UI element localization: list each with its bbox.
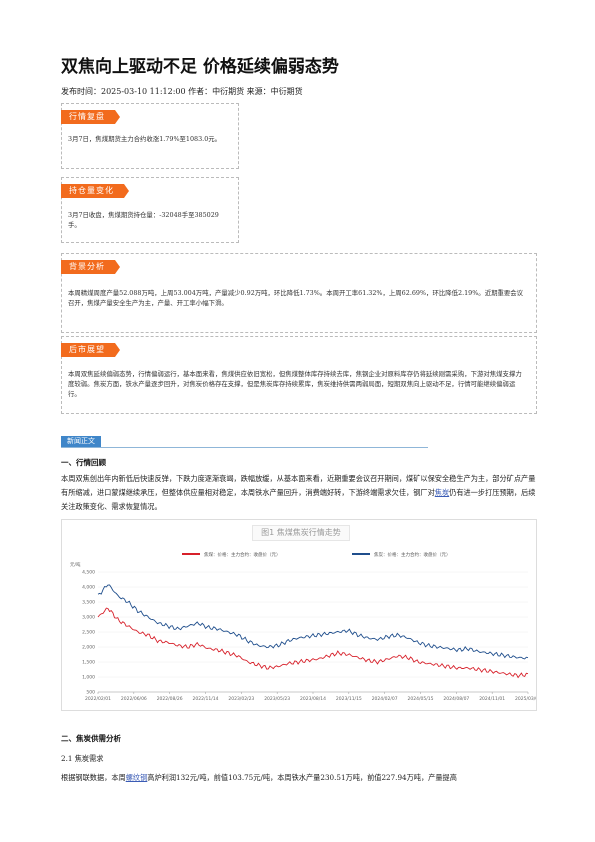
y-tick-label: 3,500 xyxy=(82,600,95,606)
box-tag: 持仓量变化 xyxy=(61,184,129,198)
y-tick-label: 2,500 xyxy=(82,630,95,636)
y-tick-label: 1,500 xyxy=(82,660,95,666)
y-tick-label: 4,500 xyxy=(82,570,95,576)
paragraph-text: 根据钢联数据，本周 xyxy=(61,773,126,782)
subheading-coke-demand: 2.1 焦炭需求 xyxy=(61,754,104,763)
x-tick-label: 2024/05/15 xyxy=(408,696,434,702)
series-line-coke xyxy=(97,584,529,660)
y-tick-label: 3,000 xyxy=(82,615,95,621)
y-axis-unit: 元/吨 xyxy=(70,561,81,568)
box-text: 本周精煤周度产量52.088万吨，上周53.004万吨，产量减少0.92万吨，环… xyxy=(68,289,524,307)
summary-box-position-change: 持仓量变化 3月7日收盘，焦煤期货持仓量：-32048手至385029手。 xyxy=(61,177,239,243)
summary-box-market-review: 行情复盘 3月7日，焦煤期货主力合约收涨1.79%至1083.0元。 xyxy=(61,103,239,169)
x-tick-label: 2023/11/15 xyxy=(336,696,362,702)
paragraph-text: 本周双焦创出年内新低后快速反弹，下跌力度逐渐衰竭，跌幅放缓，从基本面来看，近期重… xyxy=(61,474,536,497)
x-tick-label: 2022/06/06 xyxy=(121,696,147,702)
article-meta: 发布时间：2025-03-10 11:12:00 作者：中衍期货 来源：中衍期货 xyxy=(61,87,303,96)
price-chart: 图1 焦煤焦炭行情走势 焦煤：价格：主力合约：收盘价（元） 焦炭：价格：主力合约：… xyxy=(61,519,537,711)
box-tag: 背景分析 xyxy=(61,260,120,274)
rebar-link[interactable]: 螺纹钢 xyxy=(125,773,148,782)
x-tick-label: 2025/03/07 xyxy=(515,696,536,702)
section-heading-coke-analysis: 二、焦炭供需分析 xyxy=(61,734,121,743)
chart-title: 图1 焦煤焦炭行情走势 xyxy=(252,525,350,541)
box-tag: 行情复盘 xyxy=(61,110,120,124)
y-tick-label: 2,000 xyxy=(82,645,95,651)
paragraph-text: 仍有进一步打压预期，后续关注政策变化、需求恢复情况。 xyxy=(61,488,536,511)
paragraph-text: 高炉利润132元/吨，前值103.75元/吨，本周铁水产量230.51万吨，前值… xyxy=(147,773,457,782)
y-tick-label: 4,000 xyxy=(82,585,95,591)
box-tag: 后市展望 xyxy=(61,343,120,357)
paragraph-market-review: 本周双焦创出年内新低后快速反弹，下跌力度逐渐衰竭，跌幅放缓，从基本面来看，近期重… xyxy=(61,472,537,514)
news-section-bar: 新闻正文 xyxy=(61,436,428,448)
summary-box-background: 背景分析 本周精煤周度产量52.088万吨，上周53.004万吨，产量减少0.9… xyxy=(61,253,537,333)
x-tick-label: 2024/02/07 xyxy=(372,696,398,702)
x-tick-label: 2023/05/23 xyxy=(264,696,290,702)
x-tick-label: 2022/08/26 xyxy=(157,696,183,702)
paragraph-coke-demand: 根据钢联数据，本周螺纹钢高炉利润132元/吨，前值103.75元/吨，本周铁水产… xyxy=(61,771,537,785)
chart-canvas: 焦煤：价格：主力合约：收盘价（元） 焦炭：价格：主力合约：收盘价（元） 元/吨4,… xyxy=(70,551,536,702)
x-tick-label: 2023/02/23 xyxy=(228,696,254,702)
x-tick-label: 2024/11/01 xyxy=(479,696,505,702)
x-tick-label: 2023/08/14 xyxy=(300,696,326,702)
y-tick-label: 500 xyxy=(86,690,95,696)
legend-label: 焦炭：价格：主力合约：收盘价（元） xyxy=(374,551,451,558)
series-line-coking-coal xyxy=(97,607,529,679)
box-text: 本周双焦延续偏弱态势，行情偏弱运行，基本面来看，焦煤供应依旧宽松，但焦煤整体库存… xyxy=(68,370,522,398)
x-tick-label: 2022/11/14 xyxy=(193,696,219,702)
news-label: 新闻正文 xyxy=(61,436,101,447)
article-title: 双焦向上驱动不足 价格延续偏弱态势 xyxy=(61,57,339,77)
section-heading-market-review: 一、行情回顾 xyxy=(61,458,106,467)
summary-box-outlook: 后市展望 本周双焦延续偏弱态势，行情偏弱运行，基本面来看，焦煤供应依旧宽松，但焦… xyxy=(61,336,537,414)
x-tick-label: 2022/02/01 xyxy=(85,696,111,702)
box-text: 3月7日收盘，焦煤期货持仓量：-32048手至385029手。 xyxy=(68,211,219,229)
box-text: 3月7日，焦煤期货主力合约收涨1.79%至1083.0元。 xyxy=(68,135,222,143)
coke-link[interactable]: 焦炭 xyxy=(434,488,450,497)
y-tick-label: 1,000 xyxy=(82,675,95,681)
legend-label: 焦煤：价格：主力合约：收盘价（元） xyxy=(204,551,281,558)
x-tick-label: 2024/08/07 xyxy=(443,696,469,702)
